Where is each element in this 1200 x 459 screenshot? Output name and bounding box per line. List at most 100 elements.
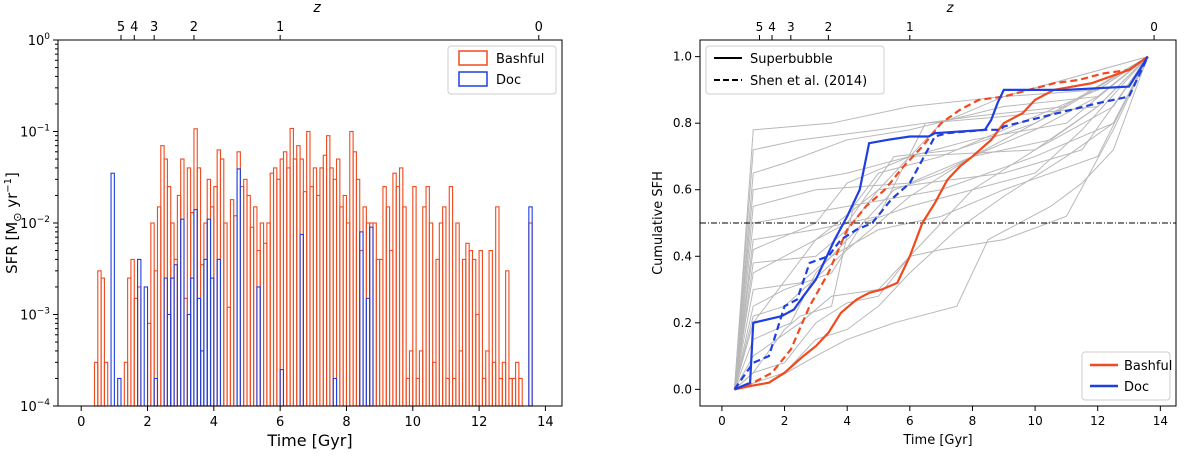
left-ytick-label: 100 [28, 32, 51, 49]
left-bar-bashful [402, 206, 407, 407]
right-xtick-label: 10 [1027, 414, 1042, 428]
right-plot-frame [699, 39, 1177, 407]
left-xlabel: Time [Gyr] [266, 431, 352, 450]
left-bar-bashful [518, 377, 523, 407]
left-bar-doc [137, 258, 142, 407]
right-top-axis-label: z [946, 1, 955, 16]
left-xtick-label: 2 [143, 415, 151, 430]
right-xtick-label: 12 [1090, 414, 1105, 428]
right-legend-style: Superbubble Shen et al. (2014) [705, 45, 885, 95]
left-bar-doc [117, 377, 122, 407]
left-bar-doc [332, 377, 338, 407]
right-ytick-label: 0.6 [673, 183, 692, 197]
comparison-track [733, 56, 1149, 390]
left-xtick-label: 14 [537, 415, 554, 430]
left-ztick-label: 1 [276, 20, 284, 35]
left-ylabel: SFR [M⊙ yr−1] [3, 172, 24, 274]
right-ztick-label: 0 [1150, 20, 1158, 34]
left-legend: Bashful Doc [447, 45, 557, 95]
right-xlabel: Time [Gyr] [902, 433, 972, 448]
comparison-track [734, 56, 1149, 390]
left-bar-doc [216, 258, 222, 407]
right-xtick-label: 6 [906, 414, 914, 428]
left-legend-swatch-bashful [458, 50, 488, 66]
left-ytick-label: 10−2 [20, 215, 50, 232]
right-ytick-label: 0.2 [673, 316, 692, 330]
right-ztick-label: 4 [768, 20, 776, 34]
left-ztick-label: 5 [117, 20, 125, 35]
left-bar-doc [110, 172, 115, 407]
left-ytick-label: 10−1 [20, 124, 50, 141]
left-xtick-label: 8 [342, 415, 350, 430]
comparison-track [733, 56, 1149, 390]
right-chart: 0 2 4 6 8 10 12 140.00.20.40.60.81.05 4 3 2 1 0 Time… [651, 1, 1177, 448]
right-ztick-label: 1 [906, 20, 914, 34]
legend-doc: Doc [1124, 380, 1149, 395]
right-ylabel: Cumulative SFH [651, 171, 666, 275]
left-legend-label-doc: Doc [496, 73, 521, 88]
legend-shen: Shen et al. (2014) [750, 74, 867, 89]
left-xtick-label: 10 [405, 415, 422, 430]
right-ytick-label: 0.8 [673, 116, 692, 130]
comparison-track [734, 56, 1149, 390]
right-ztick-label: 3 [787, 20, 795, 34]
left-bar-doc [528, 206, 533, 407]
left-bar-doc [359, 231, 364, 407]
left-bar-bashful [442, 206, 447, 407]
left-ylabel-sup: −1 [3, 178, 14, 193]
left-ylabel-end: ] [3, 172, 21, 178]
left-bar-doc [180, 218, 185, 407]
left-bar-doc [173, 264, 178, 407]
right-xtick-label: 4 [843, 414, 851, 428]
left-ylabel-rest: yr [3, 192, 21, 213]
left-legend-label-bashful: Bashful [496, 52, 544, 67]
line-doc-solid [734, 56, 1149, 391]
left-ztick-label: 0 [535, 20, 543, 35]
left-bar-bashful [495, 206, 500, 407]
right-legend-series: Bashful Doc [1081, 351, 1172, 401]
right-xtick-label: 2 [781, 414, 789, 428]
comparison-track [733, 56, 1149, 390]
line-bashful-solid [734, 55, 1149, 391]
right-ytick-label: 0.4 [673, 249, 692, 263]
left-ztick-label: 2 [190, 20, 198, 35]
left-bar-bashful [103, 361, 109, 407]
left-legend-swatch-doc [458, 71, 488, 87]
left-top-axis-label: z [312, 0, 321, 16]
left-bar-doc [153, 377, 159, 407]
left-bar-bashful [412, 186, 417, 407]
left-ytick-label: 10−3 [20, 307, 50, 324]
comparison-track [733, 56, 1149, 390]
line-bashful-dashed [734, 55, 1149, 391]
left-ztick-label: 4 [130, 20, 138, 35]
left-ylabel-main: SFR [M [3, 222, 21, 274]
comparison-track [733, 56, 1149, 390]
left-legend-box [447, 45, 557, 95]
right-ytick-label: 1.0 [673, 50, 692, 64]
legend-superbubble: Superbubble [750, 52, 833, 67]
right-xtick-label: 0 [718, 414, 726, 428]
right-ytick-label: 0.0 [673, 382, 692, 396]
left-bar-doc [299, 233, 304, 407]
left-bar-bashful [448, 186, 454, 407]
left-xtick-label: 4 [210, 415, 218, 430]
right-legend-style-box [705, 45, 885, 95]
left-bar-doc [209, 277, 215, 407]
right-xtick-label: 8 [969, 414, 977, 428]
comparison-track [733, 56, 1149, 390]
comparison-track [733, 56, 1149, 390]
left-xtick-label: 0 [77, 415, 85, 430]
comparison-track [733, 56, 1149, 390]
right-ztick-label: 2 [825, 20, 833, 34]
left-xtick-label: 6 [276, 415, 284, 430]
comparison-track [733, 56, 1149, 390]
left-ylabel-sub: ⊙ [11, 213, 24, 222]
right-ztick-label: 5 [756, 20, 764, 34]
left-bar-doc [256, 286, 261, 407]
left-ztick-label: 3 [150, 20, 158, 35]
comparison-track [734, 56, 1149, 390]
right-xtick-label: 14 [1153, 414, 1168, 428]
line-doc-dashed [733, 56, 1149, 390]
